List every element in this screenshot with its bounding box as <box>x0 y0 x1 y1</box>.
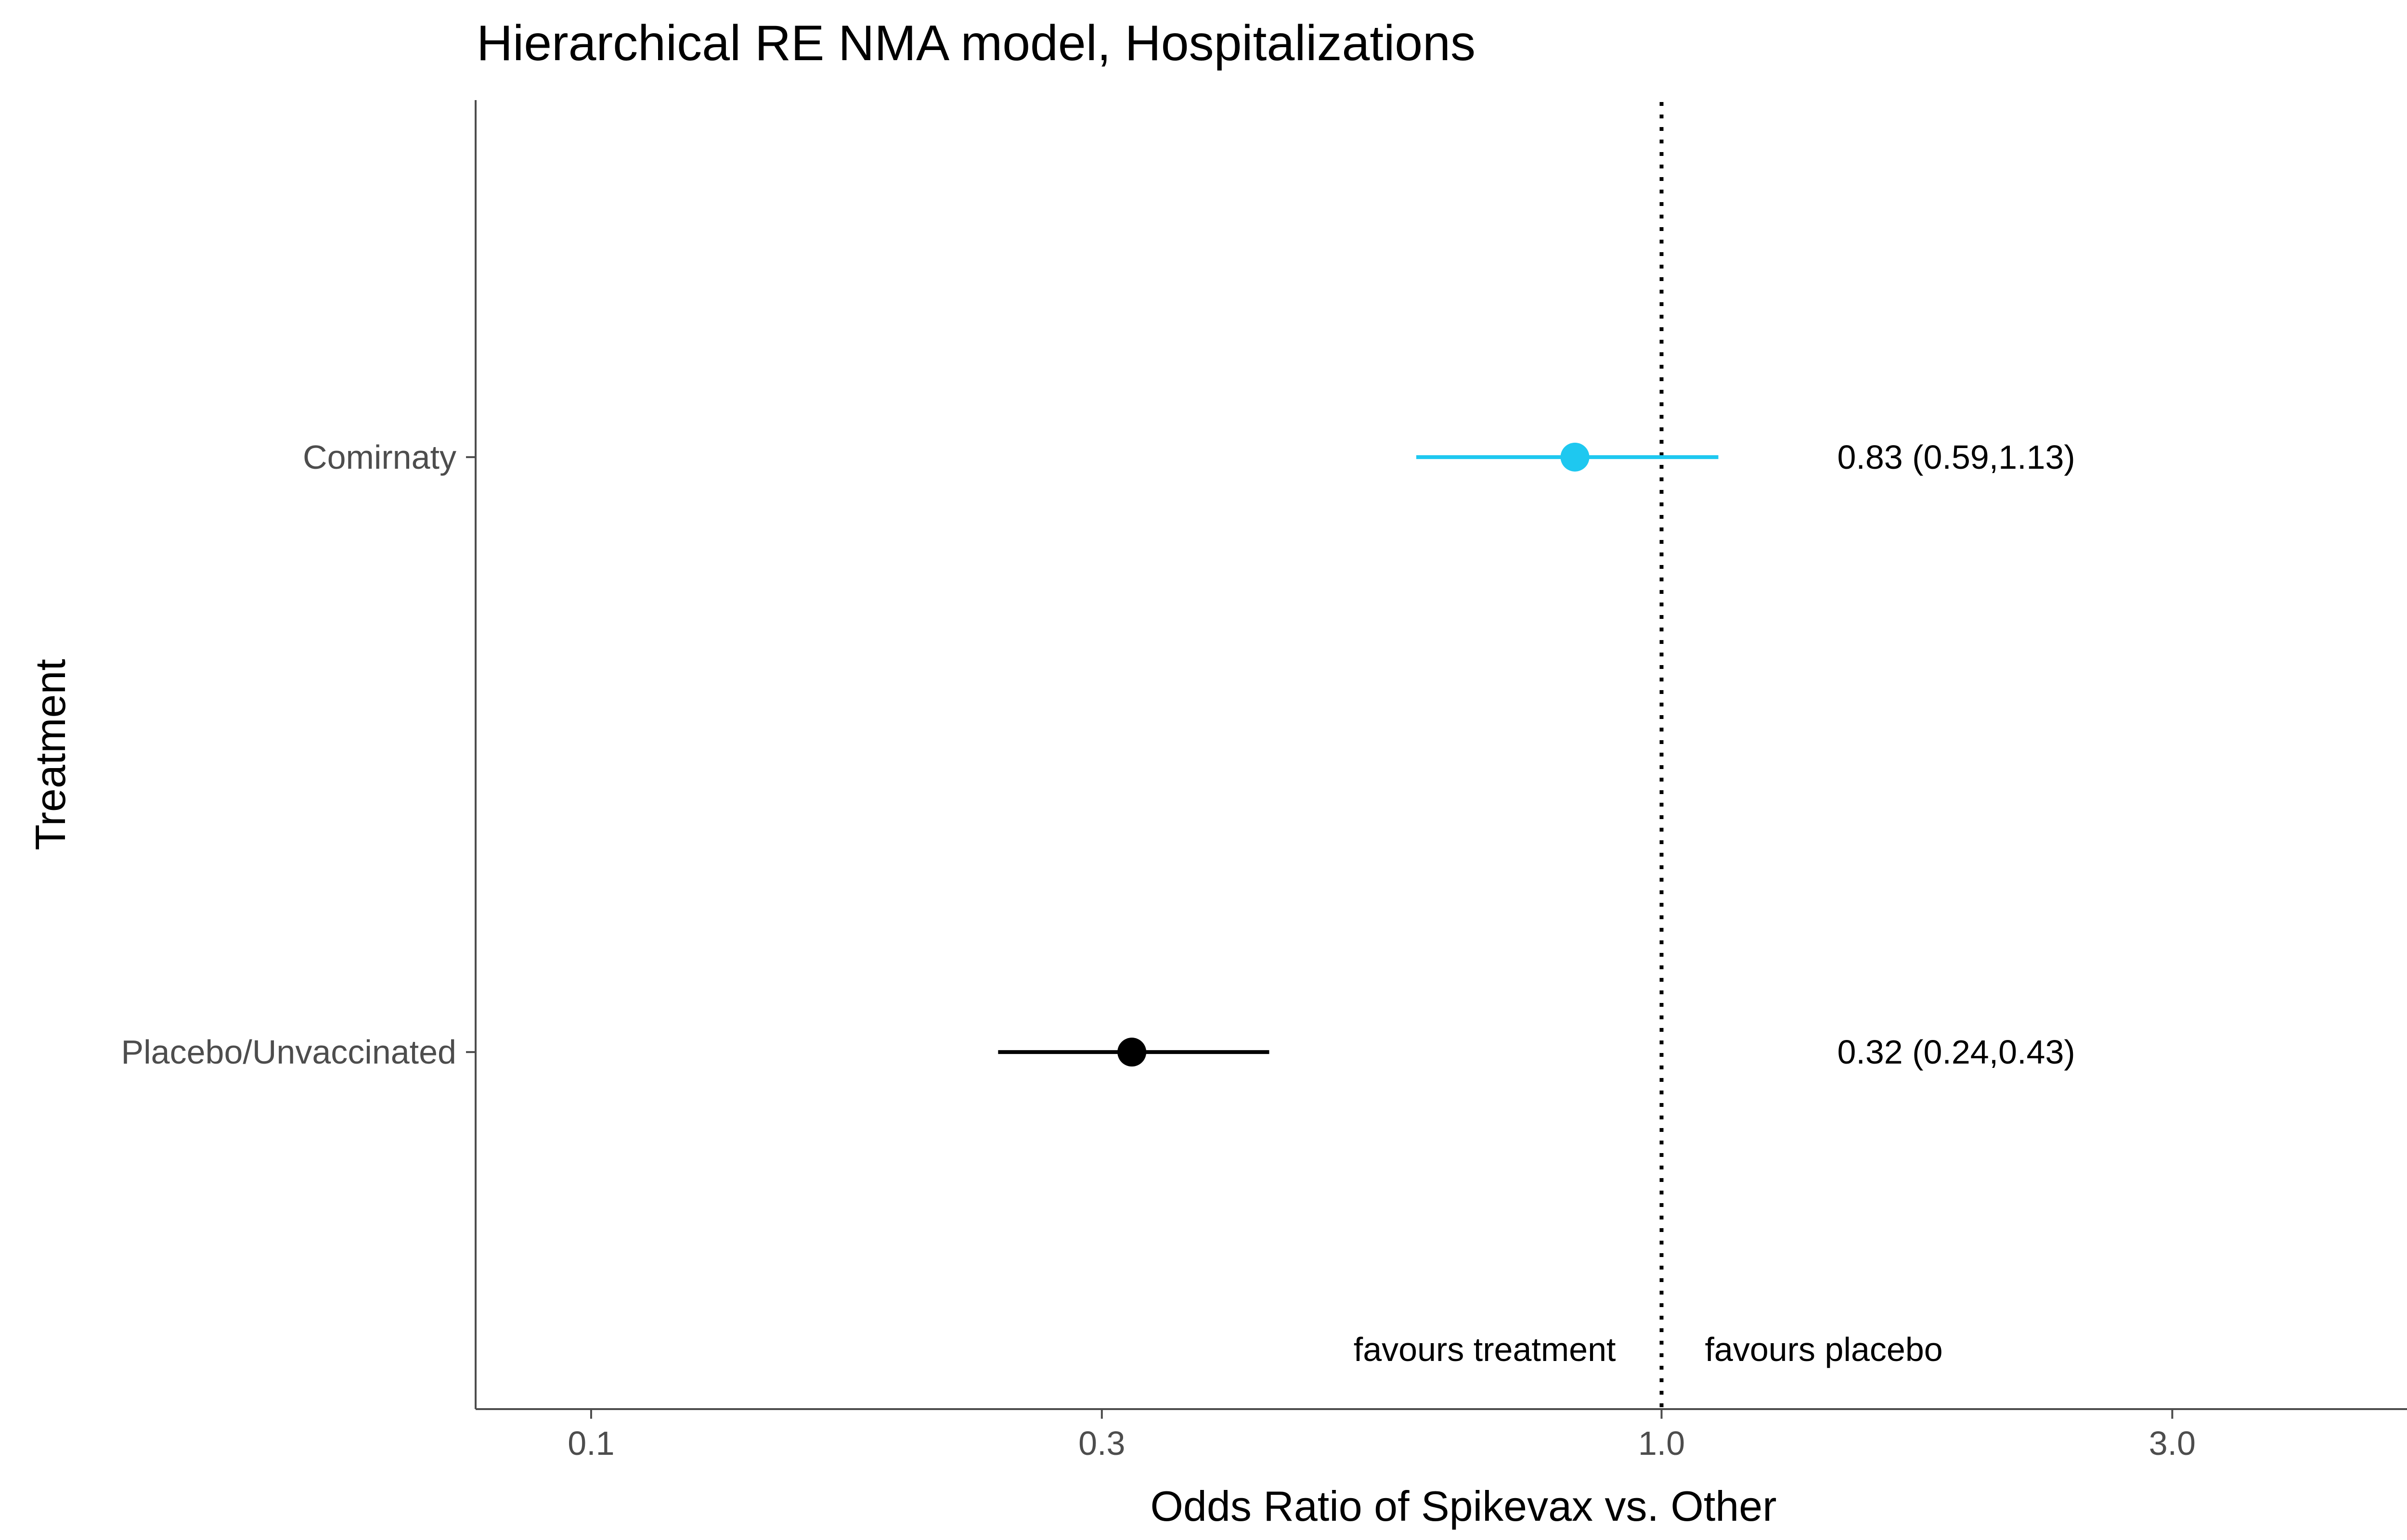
axes <box>475 100 2407 1410</box>
point-estimate <box>1560 442 1590 472</box>
chart-title: Hierarchical RE NMA model, Hospitalizati… <box>477 15 1475 71</box>
point-estimate <box>1117 1038 1147 1067</box>
x-ticks: 0.1 0.3 1.0 3.0 <box>568 1409 2196 1462</box>
x-tick-label: 1.0 <box>1638 1424 1685 1462</box>
annotation-favours-placebo: favours placebo <box>1705 1331 1942 1368</box>
x-axis-title: Odds Ratio of Spikevax vs. Other <box>1150 1482 1776 1530</box>
series-marks: 0.83 (0.59,1.13) 0.32 (0.24,0.43) <box>998 438 2075 1071</box>
y-ticks: Comirnaty Placebo/Unvaccinated <box>121 438 476 1071</box>
y-tick-label: Comirnaty <box>303 438 456 476</box>
estimate-label: 0.83 (0.59,1.13) <box>1837 438 2075 476</box>
x-tick-label: 0.1 <box>568 1424 614 1462</box>
y-tick-label: Placebo/Unvaccinated <box>121 1033 456 1071</box>
y-axis-title: Treatment <box>26 659 74 850</box>
x-tick-label: 0.3 <box>1078 1424 1125 1462</box>
estimate-label: 0.32 (0.24,0.43) <box>1837 1033 2075 1071</box>
annotation-favours-treatment: favours treatment <box>1354 1331 1616 1368</box>
x-tick-label: 3.0 <box>2149 1424 2196 1462</box>
